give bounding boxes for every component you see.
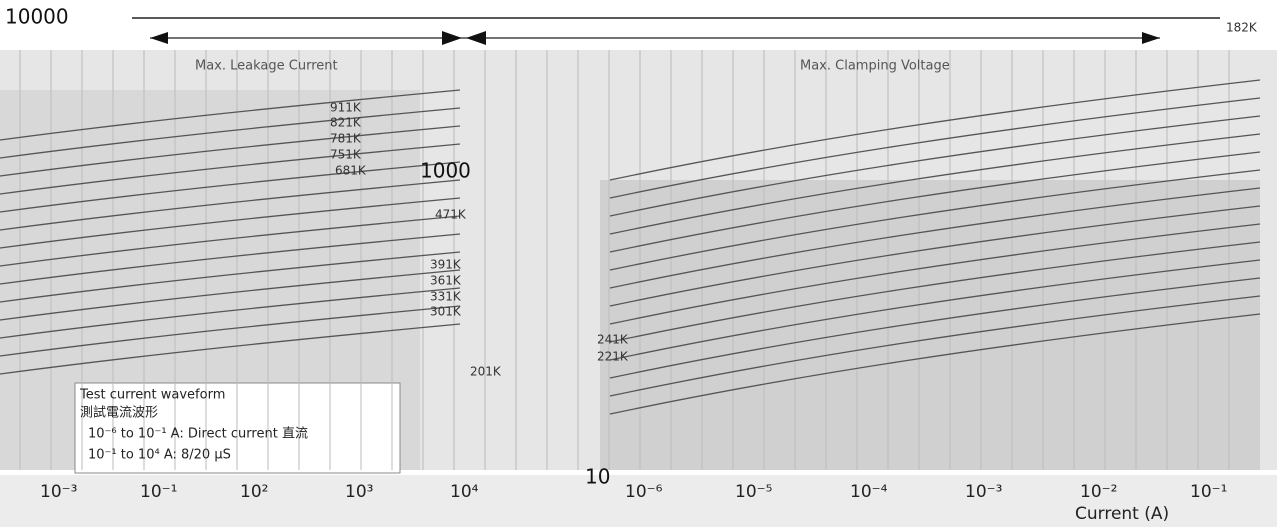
curve: [0, 323, 461, 375]
curve: [0, 179, 461, 231]
y-label: 10: [585, 465, 610, 489]
y-label: 10000: [5, 5, 69, 29]
series-label: 241K: [597, 333, 629, 347]
arrow-head: [1142, 32, 1160, 44]
curve: [0, 251, 461, 303]
curve: [609, 277, 1261, 379]
curve: [0, 197, 461, 249]
arrow-head: [150, 32, 168, 44]
curve: [609, 205, 1261, 307]
curve: [0, 89, 461, 141]
x-tick-label: 10⁻³: [965, 482, 1002, 502]
x-tick-label: 10⁻⁵: [735, 482, 772, 502]
series-label: 681K: [335, 164, 367, 178]
header: Max. Clamping Voltage: [800, 59, 950, 74]
x-axis-band: [0, 475, 1277, 527]
curve: [609, 133, 1261, 235]
labels: 10000 1000 10 Max. Leakage Current Max. Clam…: [5, 5, 1258, 525]
curve: [609, 223, 1261, 325]
x-tick-label: 10⁴: [450, 482, 479, 502]
legend-line: 10⁻¹ to 10⁴ A: 8/20 μS: [88, 448, 231, 463]
x-tick-label: 10⁻³: [40, 482, 77, 502]
legend-line: 10⁻⁶ to 10⁻¹ A: Direct current 直流: [88, 427, 308, 442]
curve: [0, 107, 461, 159]
x-tick-label: 10⁻⁴: [850, 482, 888, 502]
series-label: 331K: [430, 290, 462, 304]
x-axis-title: Current (A): [1075, 504, 1169, 524]
plot-band: [600, 180, 1260, 470]
curve: [609, 79, 1261, 181]
curve: [0, 233, 461, 285]
series-label: 751K: [330, 148, 362, 162]
series-label: 781K: [330, 132, 362, 146]
series-label: 182K: [1226, 21, 1258, 35]
curve: [0, 215, 461, 267]
x-tick-label: 10⁻¹: [140, 482, 177, 502]
curve: [0, 161, 461, 213]
curve: [0, 125, 461, 177]
series-label: 391K: [430, 258, 462, 272]
curve: [0, 287, 461, 339]
curve: [0, 143, 461, 195]
curve: [609, 169, 1261, 271]
curve: [609, 97, 1261, 199]
curve: [609, 115, 1261, 217]
curve: [609, 313, 1261, 415]
series-label: 301K: [430, 305, 462, 319]
curve: [609, 241, 1261, 343]
legend-title-cn: 測試電流波形: [80, 405, 158, 421]
x-tick-label: 10²: [240, 482, 268, 502]
x-tick-label: 10⁻¹: [1190, 482, 1227, 502]
series-label: 471K: [435, 208, 467, 222]
curve: [609, 187, 1261, 289]
decoration: [0, 50, 1261, 470]
curve: [0, 269, 461, 321]
curve: [0, 305, 461, 357]
series-label: 361K: [430, 274, 462, 288]
series-label: 201K: [470, 365, 502, 379]
header: Max. Leakage Current: [195, 59, 338, 74]
arrow-head: [466, 31, 486, 45]
y-label: 1000: [420, 159, 471, 183]
x-tick-label: 10⁻⁶: [625, 482, 663, 502]
legend-title: Test current waveform: [79, 388, 225, 403]
curve: [609, 295, 1261, 397]
curve: [609, 259, 1261, 361]
series-label: 821K: [330, 116, 362, 130]
curve: [609, 151, 1261, 253]
arrow-head: [442, 31, 462, 45]
series-label: 221K: [597, 350, 629, 364]
series-label: 911K: [330, 101, 362, 115]
x-tick-label: 10³: [345, 482, 373, 502]
x-tick-label: 10⁻²: [1080, 482, 1117, 502]
